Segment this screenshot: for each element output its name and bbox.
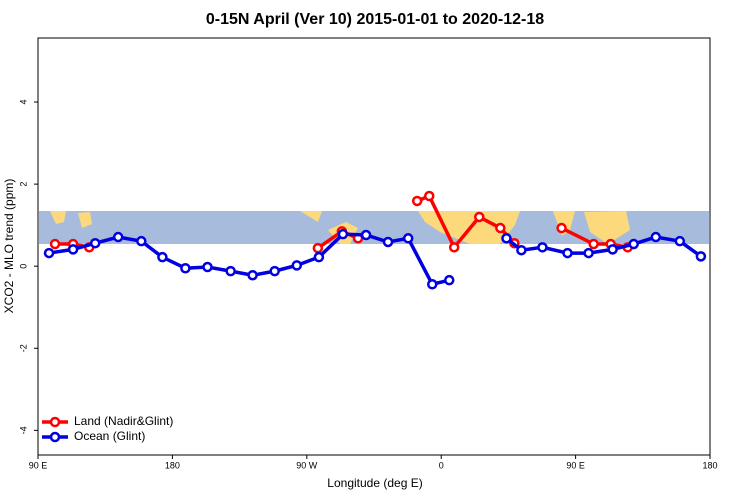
data-point (583, 247, 594, 259)
plot-frame (37, 37, 711, 456)
data-point (495, 222, 506, 234)
data-point (444, 274, 455, 286)
data-point (628, 238, 639, 250)
legend-label: Land (Nadir&Glint) (74, 414, 173, 428)
data-point (402, 233, 414, 244)
data-point (588, 238, 599, 250)
data-point (474, 211, 485, 223)
data-point (650, 231, 662, 243)
data-point (269, 265, 280, 277)
data-point (695, 251, 707, 262)
data-point (607, 244, 618, 255)
y-axis-label: XCO2 - MLO trend (ppm) (2, 179, 16, 314)
data-point (516, 244, 527, 256)
land-shape (50, 211, 92, 228)
data-point (337, 228, 349, 240)
data-point (247, 269, 258, 281)
data-point (382, 236, 394, 248)
y-tick-label: 0 (18, 264, 28, 269)
legend-marker (49, 431, 61, 443)
data-point (426, 279, 438, 290)
y-tick-label: 2 (18, 182, 28, 187)
series-line (560, 226, 629, 250)
data-point (537, 242, 548, 253)
data-point (674, 235, 686, 247)
data-point (313, 251, 325, 263)
series-line (505, 235, 702, 258)
chart-title: 0-15N April (Ver 10) 2015-01-01 to 2020-… (206, 11, 544, 28)
legend-label: Ocean (Glint) (74, 429, 145, 443)
data-point (360, 229, 372, 241)
data-point (89, 237, 101, 249)
data-point (312, 242, 324, 254)
data-point (424, 190, 435, 202)
data-point (43, 247, 55, 259)
data-point (411, 195, 423, 207)
legend-marker (49, 416, 61, 428)
y-tick-label: -4 (18, 426, 28, 434)
land-shape (553, 211, 630, 244)
data-point (562, 247, 573, 259)
x-tick-label: 90 E (566, 460, 585, 470)
x-tick-label: 90 W (296, 460, 318, 470)
data-point (225, 265, 236, 277)
y-tick-label: -2 (18, 344, 28, 352)
data-point (291, 260, 303, 271)
data-point (202, 261, 213, 273)
x-tick-label: 180 (165, 460, 180, 470)
x-tick-label: 180 (702, 460, 717, 470)
x-axis-label: Longitude (deg E) (327, 476, 422, 490)
data-point (448, 242, 460, 253)
data-point (157, 251, 168, 263)
data-point (49, 238, 61, 250)
data-point (136, 235, 147, 247)
x-tick-label: 90 E (29, 460, 48, 470)
data-point (556, 222, 567, 234)
data-point (67, 244, 79, 255)
x-tick-label: 0 (439, 460, 444, 470)
y-tick-label: 4 (18, 100, 28, 105)
data-point (180, 263, 191, 274)
data-point (112, 231, 124, 243)
data-point (501, 233, 512, 244)
